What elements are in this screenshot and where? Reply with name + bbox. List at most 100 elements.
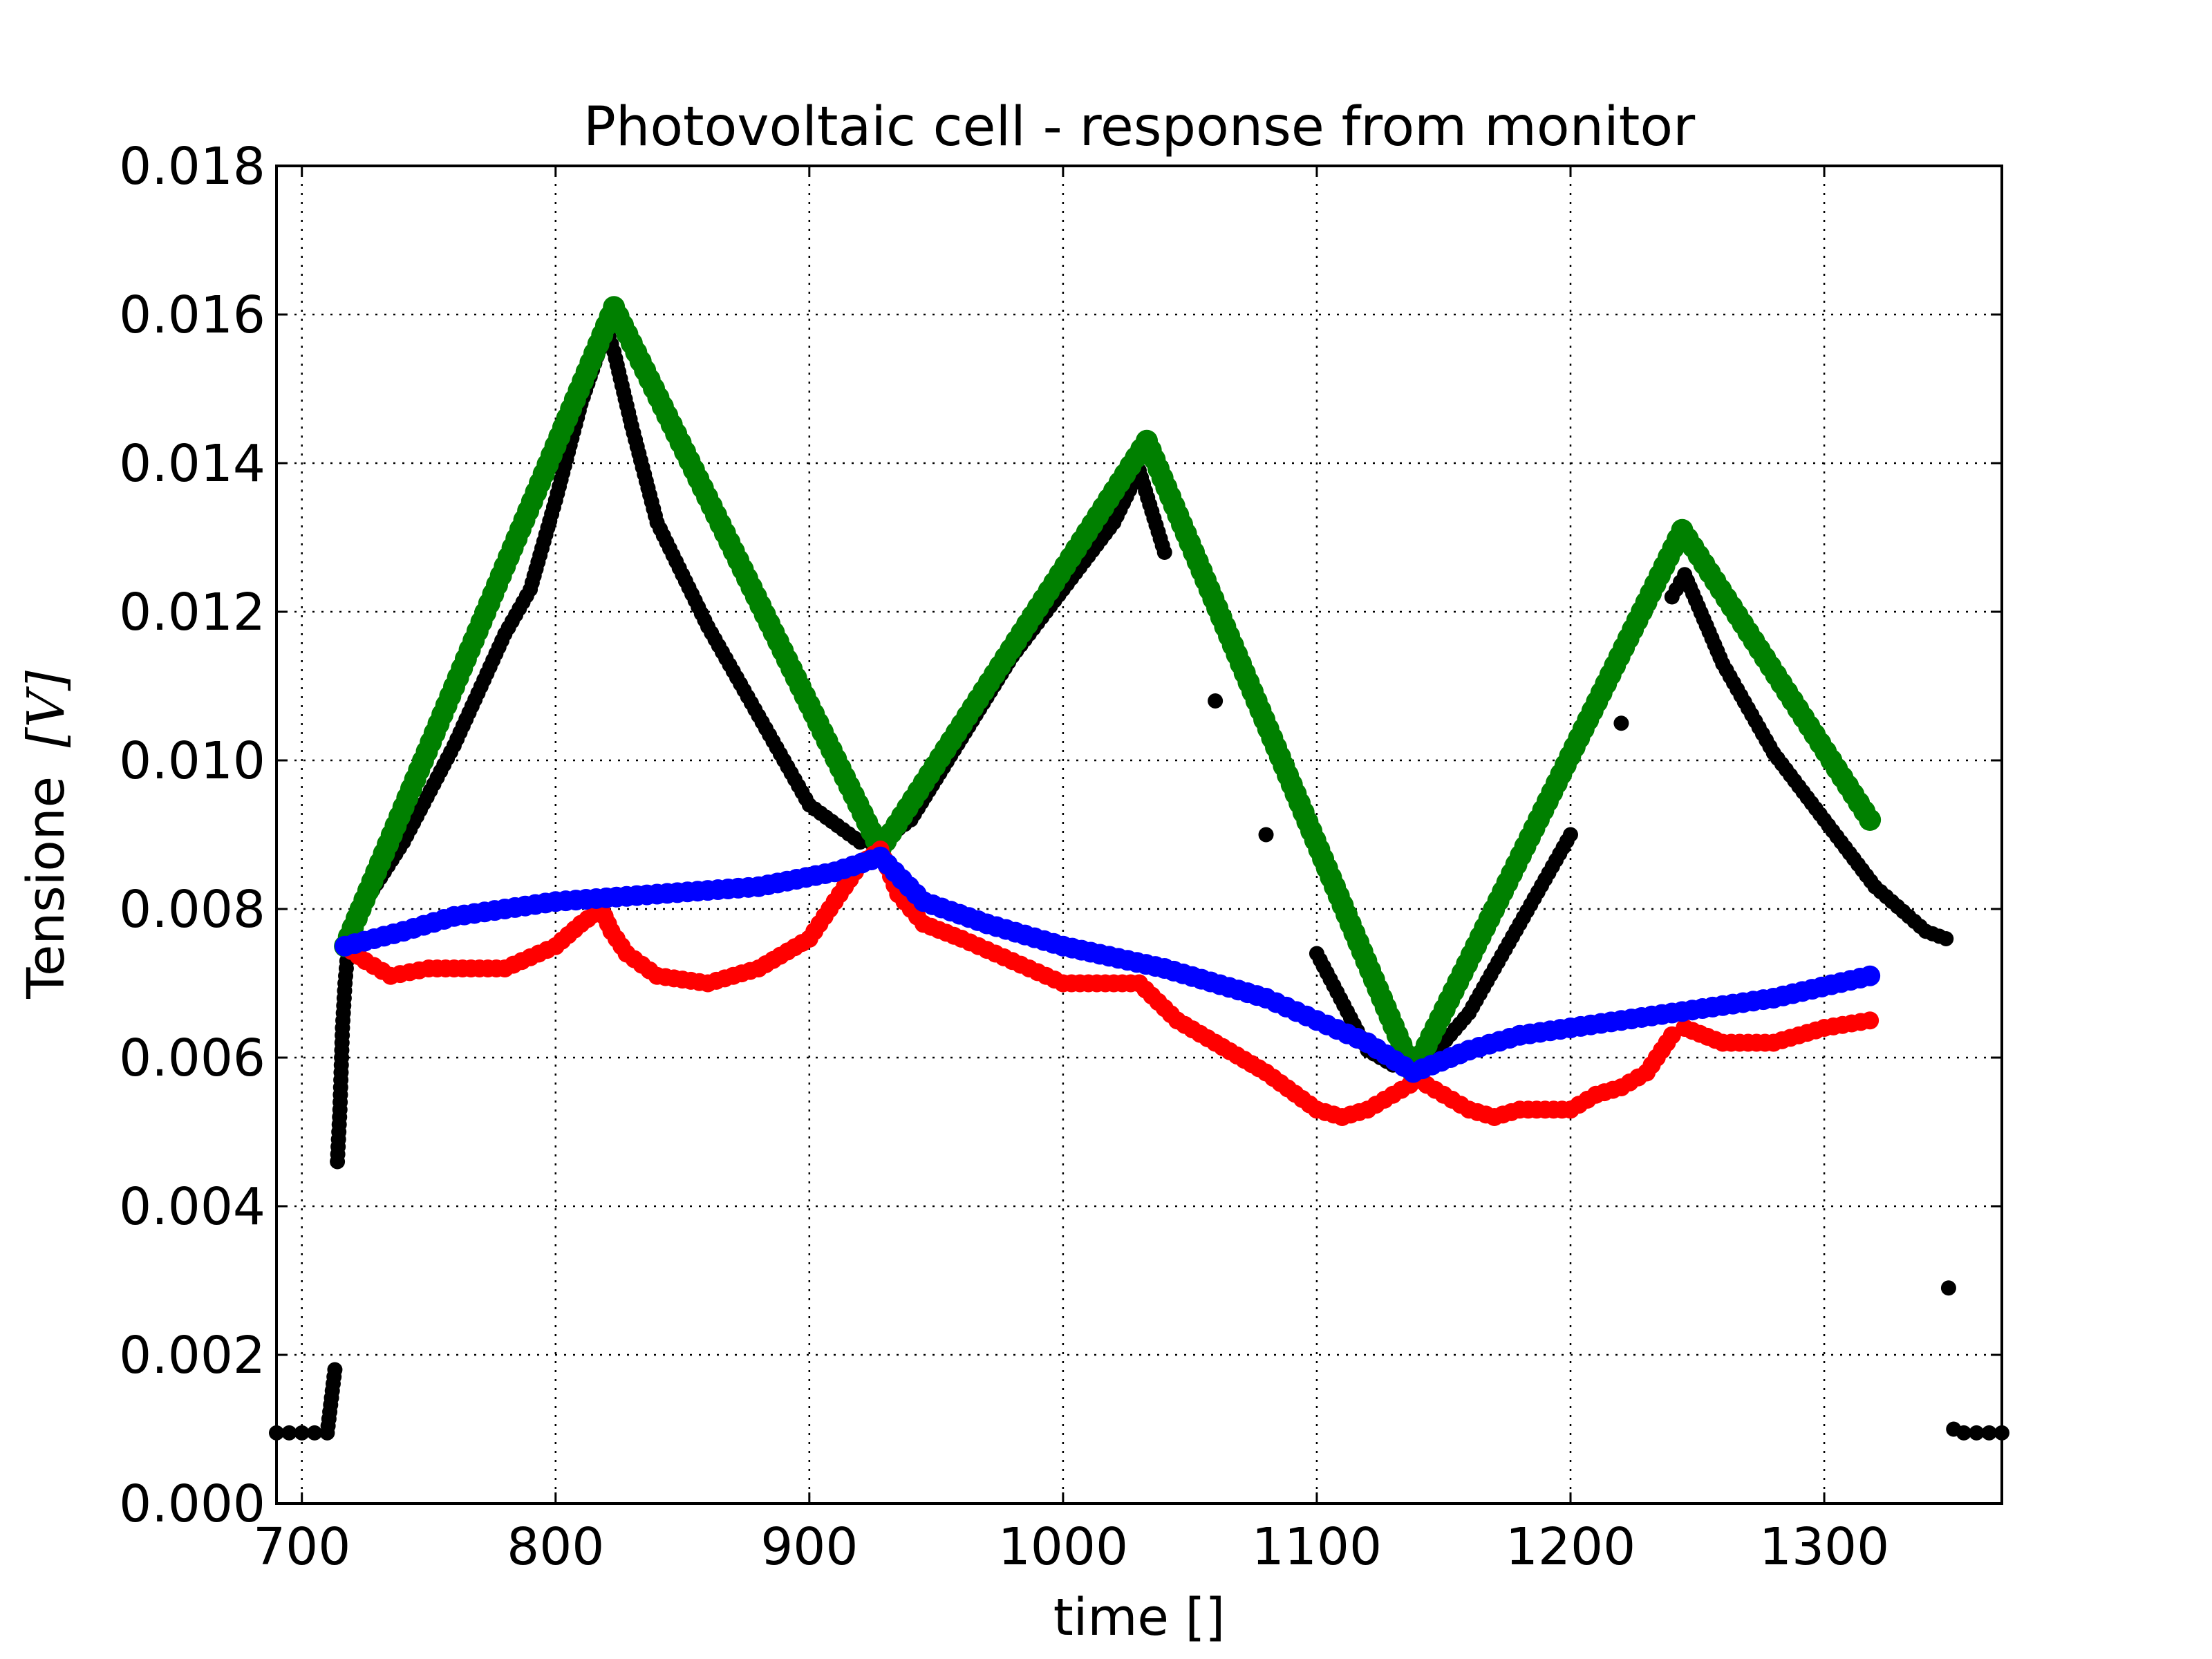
series-2	[336, 841, 1880, 1126]
series-3	[335, 846, 1881, 1083]
series-0-point	[1613, 715, 1629, 731]
series-0-point	[1981, 1425, 1997, 1441]
series-2-point	[602, 922, 621, 941]
series-2-point	[1130, 974, 1148, 993]
series-2-point	[1612, 1078, 1631, 1096]
series-2-point	[1053, 974, 1072, 993]
series-0	[269, 321, 2009, 1441]
series-2-point	[699, 974, 717, 993]
series-0-point	[624, 418, 639, 434]
series-2-point	[915, 915, 932, 933]
series-0-point	[281, 1425, 297, 1441]
series-0-point	[700, 619, 715, 635]
series-0-point	[1938, 931, 1954, 946]
x-tick-label: 800	[507, 1517, 604, 1577]
series-0-point	[1512, 916, 1528, 932]
series-2-point	[1714, 1033, 1732, 1052]
series-0-point	[446, 738, 462, 753]
series-1-point	[1136, 429, 1159, 452]
series-1-point	[1859, 809, 1882, 831]
plot-frame	[275, 165, 2003, 1505]
series-2-point	[420, 959, 438, 977]
y-axis-label-unit: [V]	[17, 671, 76, 747]
series-0-point	[1715, 656, 1731, 672]
series-0-point	[547, 492, 563, 508]
y-tick-label: 0.016	[119, 285, 265, 345]
axis-ticks: 700 800 900 1000 1100 1200 1300 0.000 0.002 0.004…	[119, 137, 2002, 1577]
series-3-point	[1859, 965, 1881, 986]
series-3-point	[824, 861, 845, 883]
series-3-point	[1357, 1032, 1378, 1053]
series-2-point	[546, 937, 565, 955]
series-3-point	[1306, 1010, 1327, 1031]
series-2-point	[1257, 1063, 1275, 1082]
series-2-point	[382, 966, 400, 985]
series-0-point	[751, 708, 767, 724]
x-tick-label: 700	[253, 1517, 350, 1577]
series-2-point	[1586, 1085, 1605, 1104]
series-2-point	[749, 959, 768, 977]
x-tick-label: 900	[760, 1517, 858, 1577]
y-tick-label: 0.004	[119, 1177, 265, 1237]
series-3-point	[1509, 1024, 1530, 1046]
series-0-point	[1677, 567, 1693, 583]
y-tick-label: 0.018	[119, 137, 265, 196]
series-0-point	[335, 1020, 350, 1035]
series-2-point	[1384, 1085, 1403, 1104]
x-tick-label: 1100	[1252, 1517, 1382, 1577]
series-1-point	[603, 296, 626, 319]
x-axis-label: time []	[1053, 1588, 1225, 1647]
x-tick-label: 1300	[1759, 1517, 1889, 1577]
series-3-point	[1154, 958, 1175, 979]
y-tick-label: 0.000	[119, 1474, 265, 1534]
series-2-point	[1307, 1100, 1326, 1119]
series-3-point	[1763, 988, 1784, 1009]
series-0-point	[1867, 879, 1883, 894]
y-tick-label: 0.014	[119, 434, 265, 494]
series-3-point	[443, 906, 465, 927]
series-2-point	[572, 915, 590, 933]
series-2-point	[1676, 1019, 1694, 1037]
series-3-point	[870, 846, 891, 868]
series-2-point	[1815, 1019, 1834, 1037]
series-3-point	[748, 876, 769, 897]
series-0-point	[327, 1362, 343, 1378]
series-3-point	[1560, 1018, 1581, 1038]
y-tick-label: 0.012	[119, 583, 265, 642]
x-tick-label: 1200	[1506, 1517, 1635, 1577]
series-0-point	[497, 626, 513, 642]
series-0-point	[1765, 745, 1781, 761]
series-0-point	[606, 344, 622, 359]
series-3-point	[913, 891, 934, 912]
series-0-point	[1918, 924, 1933, 939]
series-3-point	[1661, 1002, 1683, 1024]
series-2-point	[1333, 1108, 1351, 1126]
series-3-point	[1459, 1040, 1480, 1061]
series-0-point	[1106, 515, 1122, 530]
series-0-point	[337, 975, 353, 991]
series-2-point	[1460, 1100, 1479, 1119]
y-tick-label: 0.010	[119, 731, 265, 791]
series-0-point	[330, 1154, 346, 1170]
series-3-point	[545, 891, 566, 912]
series-2-point	[1358, 1100, 1377, 1119]
series-2-point	[1510, 1100, 1529, 1119]
series-1	[334, 296, 1882, 1084]
series-2-point	[1003, 952, 1022, 971]
y-axis-label-text: Tensione	[17, 776, 76, 1000]
series-2-point	[648, 966, 666, 985]
series-3-point	[1052, 935, 1074, 957]
series-0-point	[1956, 1425, 1971, 1441]
series-0-point	[1664, 589, 1680, 605]
series-3-point	[976, 913, 997, 935]
series-1-point	[1671, 518, 1694, 541]
series-2-point	[800, 930, 818, 948]
series-0-point	[294, 1425, 310, 1441]
series-0-point	[1817, 812, 1833, 827]
series-2-point	[356, 952, 375, 971]
series-3-point	[393, 921, 414, 942]
series-0-point	[1969, 1425, 1985, 1441]
series-2-point	[1562, 1100, 1580, 1119]
